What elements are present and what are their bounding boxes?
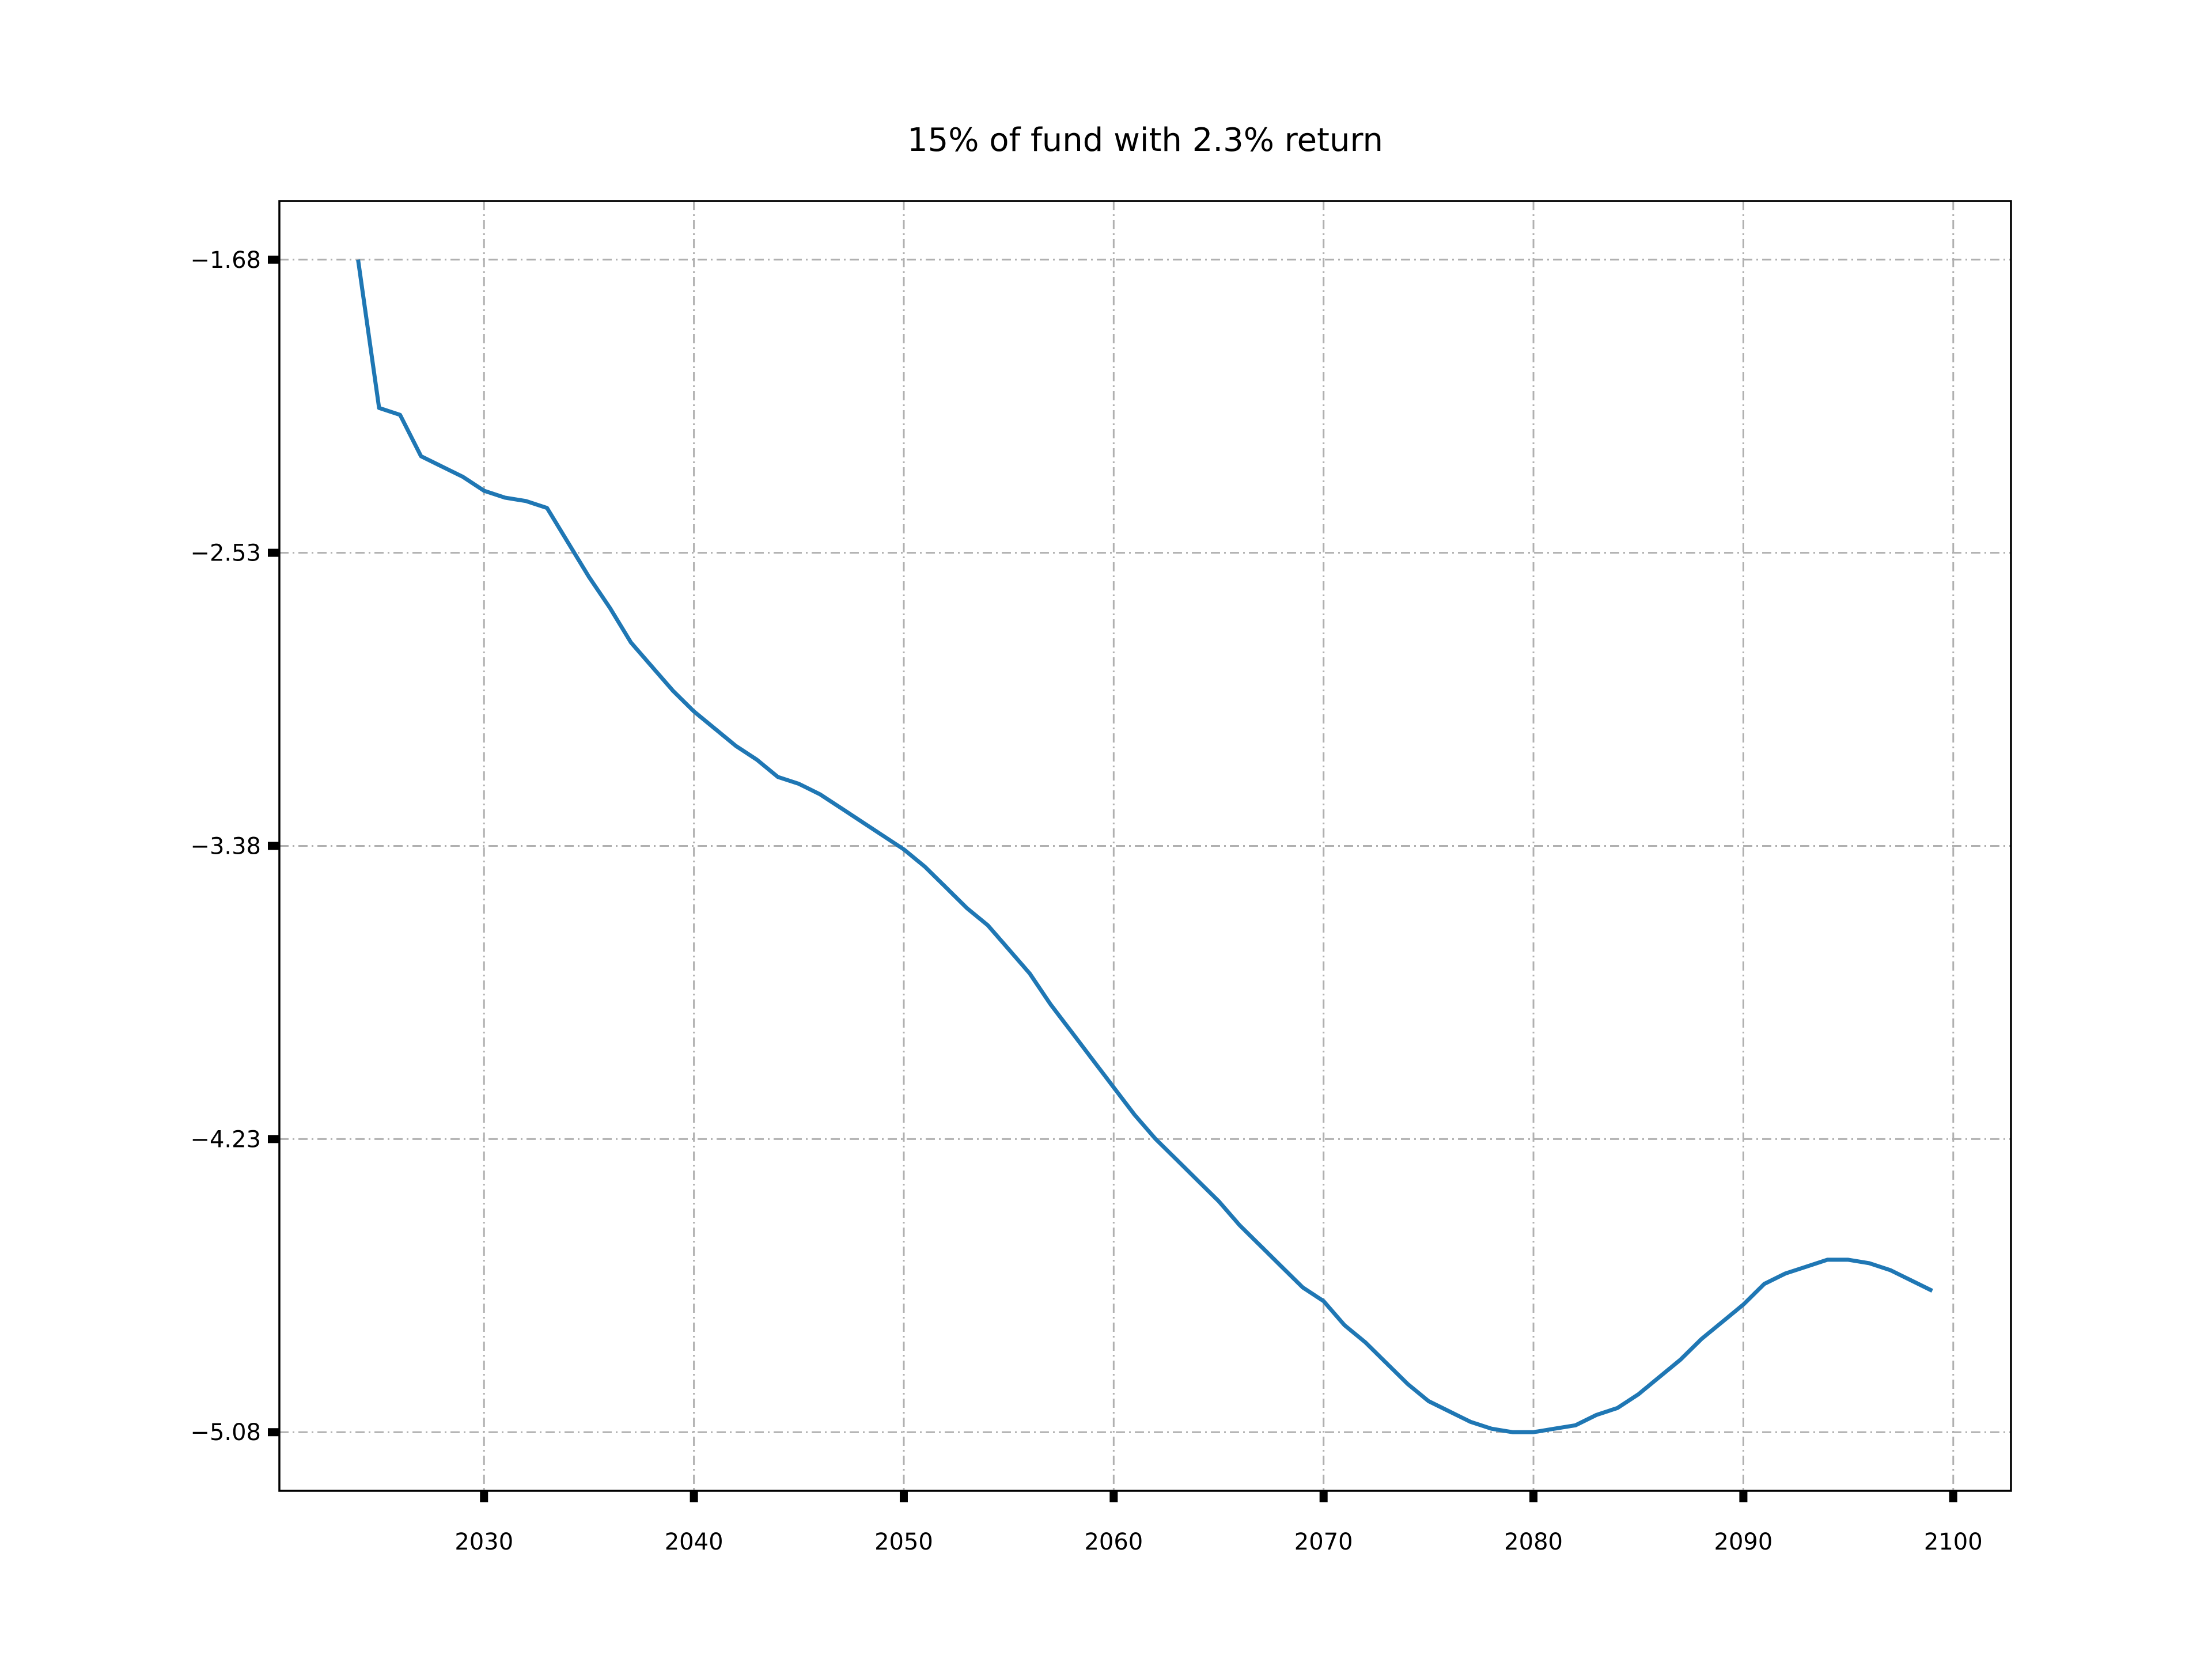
x-tick-label: 2070 xyxy=(1294,1529,1353,1555)
x-tick-label: 2030 xyxy=(454,1529,513,1555)
x-tick-label: 2080 xyxy=(1504,1529,1563,1555)
x-tick-label: 2090 xyxy=(1714,1529,1773,1555)
data-line xyxy=(356,259,1933,1434)
x-tick-label: 2040 xyxy=(665,1529,724,1555)
chart-title: 15% of fund with 2.3% return xyxy=(907,122,1383,159)
y-tick-label: −2.53 xyxy=(190,540,261,567)
plot-frame xyxy=(278,200,2012,1492)
y-tick-label: −5.08 xyxy=(190,1419,261,1446)
y-tick-label: −3.38 xyxy=(190,834,261,860)
x-tick-label: 2100 xyxy=(1924,1529,1983,1555)
x-tick-label: 2060 xyxy=(1084,1529,1143,1555)
y-tick-label: −4.23 xyxy=(190,1126,261,1153)
y-tick-label: −1.68 xyxy=(190,247,261,274)
x-tick-label: 2050 xyxy=(874,1529,933,1555)
